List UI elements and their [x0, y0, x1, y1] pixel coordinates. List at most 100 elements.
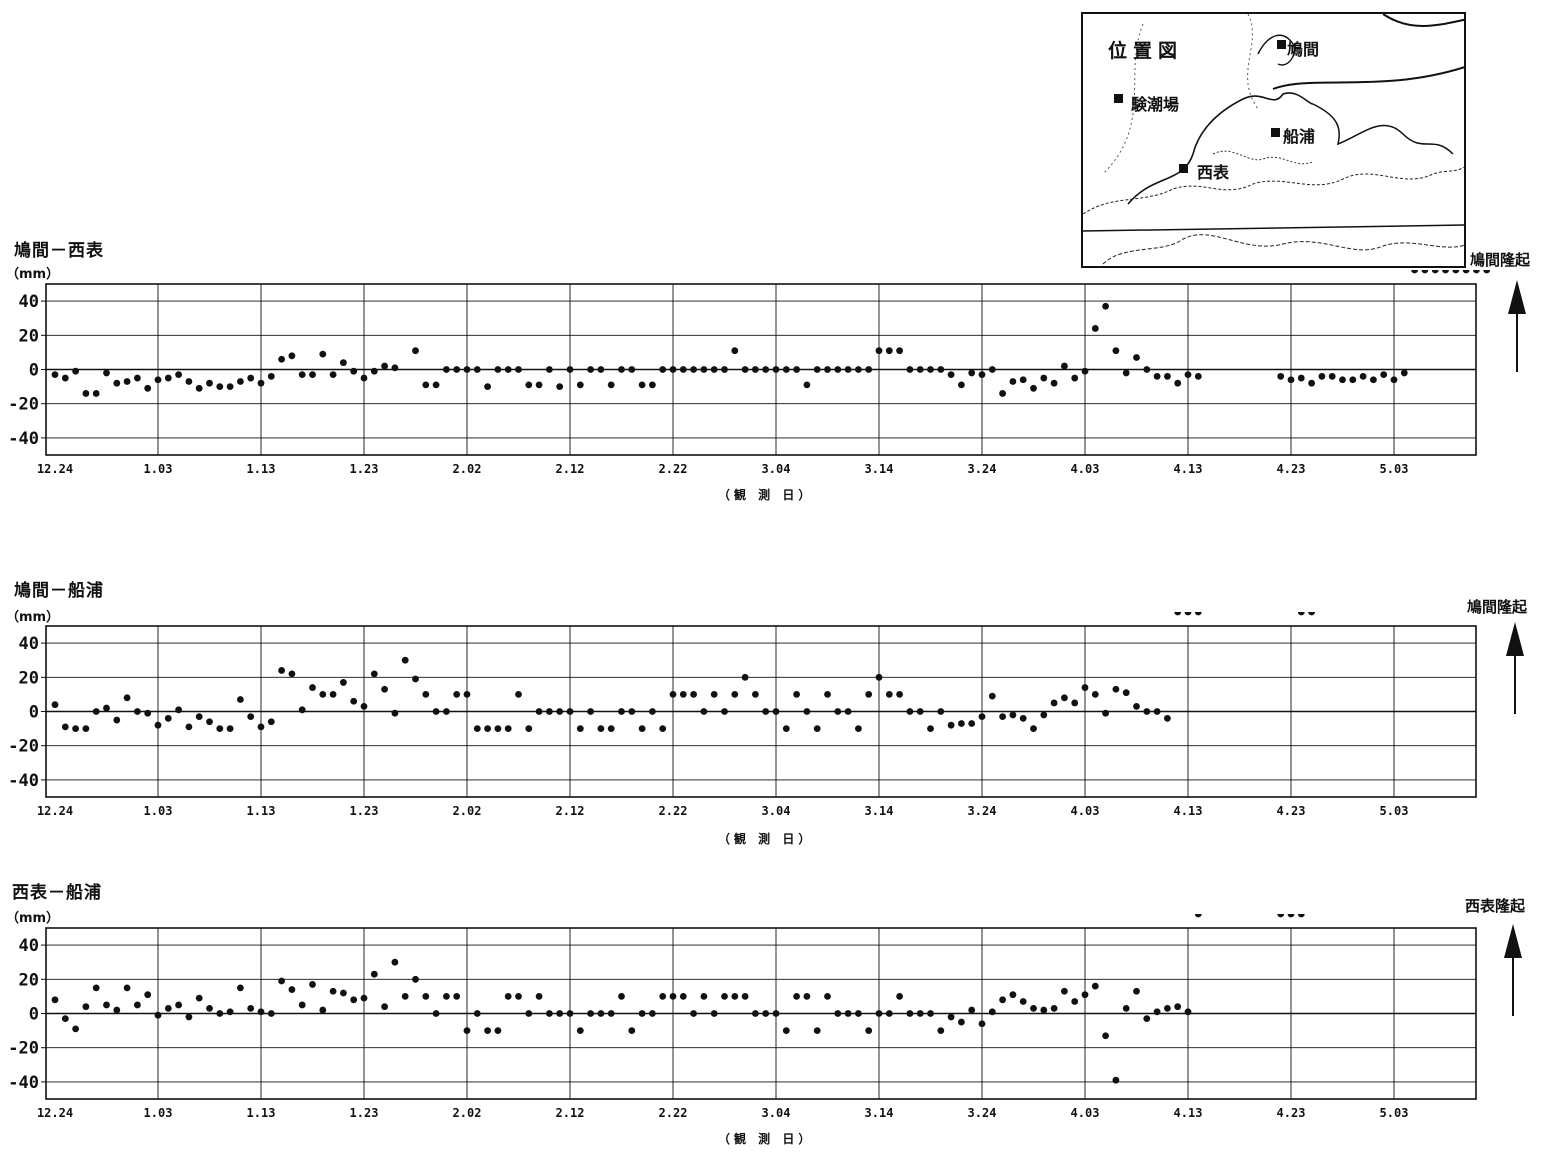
y-tick-label: 40 [19, 292, 39, 312]
x-tick-label: 2.12 [556, 804, 585, 818]
data-point [690, 366, 697, 373]
data-point [793, 993, 800, 1000]
data-point [288, 670, 296, 678]
data-point [988, 1008, 996, 1016]
map-label-hatoma: 鳩間 [1287, 40, 1320, 59]
data-point [1153, 372, 1161, 380]
data-point [597, 366, 605, 373]
data-point [1184, 371, 1192, 379]
data-point [844, 708, 852, 715]
data-point [618, 708, 625, 715]
data-point [813, 725, 821, 732]
data-point [762, 366, 770, 373]
data-point [72, 1025, 79, 1033]
data-point [875, 347, 883, 355]
data-point [360, 374, 368, 382]
data-point [546, 366, 553, 373]
data-point [649, 1010, 656, 1017]
data-point [1061, 987, 1068, 995]
y-tick-label: -20 [8, 737, 39, 757]
chart-1-title: 鳩間－西表 [14, 241, 104, 261]
x-tick-label: 1.23 [350, 462, 379, 476]
data-point [237, 984, 244, 992]
data-point [679, 993, 687, 1000]
data-point [370, 970, 378, 978]
data-point [628, 1027, 636, 1034]
data-point [772, 708, 780, 715]
data-point [422, 381, 430, 389]
data-point [535, 993, 543, 1000]
data-point [597, 1010, 605, 1017]
data-point [309, 684, 316, 691]
data-point [391, 958, 399, 966]
chart-3-xlabel: （観 測 日） [718, 1132, 815, 1146]
data-point [803, 708, 811, 715]
data-point [1174, 379, 1182, 387]
data-point [587, 708, 594, 715]
data-point [1452, 270, 1460, 274]
data-point [855, 1010, 862, 1017]
data-point [988, 692, 996, 700]
data-point [195, 994, 203, 1002]
data-point [525, 381, 533, 389]
map-label-funaura: 船浦 [1283, 127, 1316, 146]
data-point [123, 694, 131, 702]
x-tick-label: 4.13 [1174, 1106, 1203, 1120]
data-point [412, 975, 419, 983]
data-point [1122, 689, 1130, 697]
data-point [216, 1010, 224, 1017]
data-point [247, 374, 255, 382]
data-point [556, 383, 564, 390]
data-point [92, 984, 100, 992]
data-point [226, 725, 234, 732]
x-tick-label: 3.14 [865, 1106, 894, 1120]
data-point [566, 366, 574, 373]
chart-3-unit: （mm） [6, 911, 60, 926]
data-point [298, 706, 306, 714]
data-point [659, 993, 667, 1000]
data-point [278, 977, 285, 985]
data-point [855, 366, 862, 373]
data-point [340, 679, 347, 686]
data-point [1133, 354, 1140, 361]
data-point [1462, 270, 1470, 274]
data-point [1112, 347, 1120, 355]
data-point [824, 993, 831, 1000]
data-point [865, 1027, 873, 1034]
data-point [844, 366, 852, 373]
x-tick-label: 5.03 [1380, 462, 1409, 476]
x-tick-label: 2.02 [453, 1106, 482, 1120]
y-tick-label: 40 [19, 634, 39, 654]
uplift-label-3: 西表隆起 [1465, 897, 1526, 915]
data-point [1019, 714, 1027, 722]
data-point [350, 996, 358, 1004]
x-tick-label: 1.13 [247, 804, 276, 818]
data-point [350, 367, 358, 375]
data-point [741, 366, 749, 373]
data-point [752, 366, 759, 373]
x-tick-label: 2.02 [453, 462, 482, 476]
data-point [422, 993, 430, 1000]
marker-iriomote [1179, 164, 1188, 173]
data-point [51, 701, 59, 709]
data-point [999, 713, 1006, 721]
data-point [1483, 270, 1490, 274]
data-point [710, 1010, 718, 1017]
data-point [298, 371, 306, 379]
data-point [319, 1006, 327, 1014]
data-point [731, 691, 739, 698]
data-point [1030, 1004, 1037, 1012]
data-point [607, 725, 615, 732]
data-point [340, 989, 347, 997]
data-point [195, 713, 203, 721]
data-point [391, 709, 399, 717]
data-point [721, 366, 728, 373]
data-point [1400, 369, 1408, 377]
data-point [1287, 914, 1295, 918]
data-point [484, 1027, 491, 1034]
x-tick-label: 3.14 [865, 462, 894, 476]
data-point [607, 381, 615, 389]
data-point [1431, 270, 1439, 274]
data-point [937, 708, 945, 715]
data-point [525, 1010, 533, 1017]
